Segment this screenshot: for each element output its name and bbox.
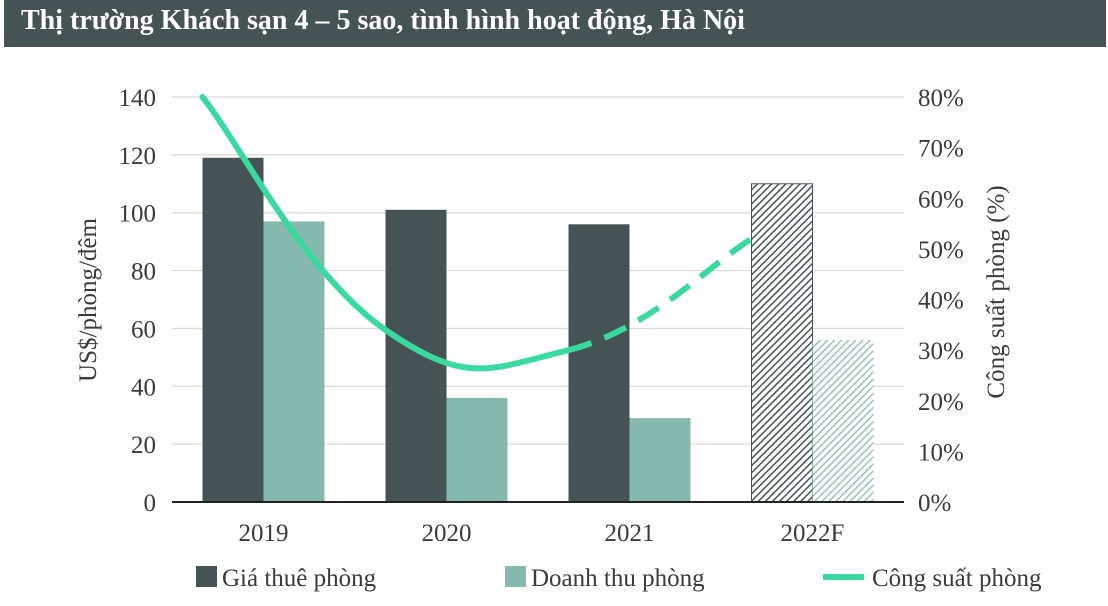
y2-tick-label: 40% bbox=[918, 288, 964, 315]
x-axis-ticks: 2019 2020 2021 2022F bbox=[239, 520, 845, 547]
x-tick-label: 2019 bbox=[239, 520, 289, 547]
y-tick-label: 140 bbox=[119, 85, 157, 112]
y2-axis-title: Công suất phòng (%) bbox=[983, 185, 1010, 398]
y-axis-ticks: 0 20 40 60 80 100 120 140 bbox=[119, 85, 157, 517]
bar-rate-2020 bbox=[385, 209, 447, 503]
bar-revenue-2021 bbox=[629, 418, 691, 502]
y2-tick-label: 0% bbox=[918, 490, 951, 517]
y2-axis-ticks: 0% 10% 20% 30% 40% 50% 60% 70% 80% bbox=[918, 85, 964, 517]
bar-rate-2019 bbox=[202, 157, 264, 502]
legend-label-rate: Giá thuê phòng bbox=[222, 565, 377, 592]
occupancy-line-forecast bbox=[567, 236, 754, 354]
y-tick-label: 80 bbox=[131, 259, 156, 286]
bar-revenue-2020 bbox=[446, 397, 508, 502]
y-tick-label: 0 bbox=[144, 490, 157, 517]
occupancy-line bbox=[199, 94, 754, 372]
bar-rate-2021 bbox=[568, 224, 630, 503]
chart-title: Thị trường Khách sạn 4 – 5 sao, tình hìn… bbox=[21, 5, 745, 36]
bar-revenue-2019 bbox=[263, 221, 325, 502]
y2-tick-label: 10% bbox=[918, 439, 964, 466]
legend-swatch-rate bbox=[196, 566, 217, 587]
y2-tick-label: 60% bbox=[918, 186, 964, 213]
bar-revenue-2022f bbox=[812, 340, 874, 502]
x-tick-label: 2020 bbox=[422, 520, 472, 547]
y-tick-label: 40 bbox=[131, 374, 156, 401]
y2-tick-label: 50% bbox=[918, 237, 964, 264]
y2-tick-label: 20% bbox=[918, 389, 964, 416]
y2-tick-label: 80% bbox=[918, 85, 964, 112]
y2-tick-label: 30% bbox=[918, 338, 964, 365]
occupancy-line-actual bbox=[199, 94, 572, 372]
legend: Giá thuê phòng Doanh thu phòng Công suất… bbox=[196, 565, 1042, 592]
title-bar: Thị trường Khách sạn 4 – 5 sao, tình hìn… bbox=[4, 0, 1106, 47]
y-tick-label: 120 bbox=[119, 143, 157, 170]
y2-tick-label: 70% bbox=[918, 136, 964, 163]
bars bbox=[202, 157, 874, 503]
y-tick-label: 60 bbox=[131, 316, 156, 343]
legend-label-revenue: Doanh thu phòng bbox=[531, 565, 705, 592]
y-axis-title: US$/phòng/đêm bbox=[75, 218, 102, 382]
legend-label-occupancy: Công suất phòng bbox=[872, 565, 1042, 592]
legend-swatch-revenue bbox=[505, 566, 526, 587]
bar-rate-2022f bbox=[751, 183, 813, 503]
y-tick-label: 100 bbox=[119, 201, 157, 228]
x-tick-label: 2021 bbox=[605, 520, 655, 547]
y-tick-label: 20 bbox=[131, 432, 156, 459]
x-tick-label: 2022F bbox=[781, 520, 845, 547]
